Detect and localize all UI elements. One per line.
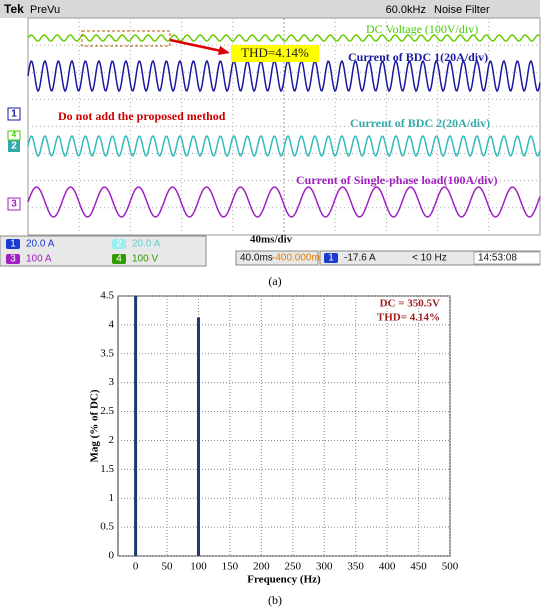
brand: Tek bbox=[4, 2, 24, 16]
y-tick-label: 1 bbox=[109, 492, 115, 504]
x-tick-label: 0 bbox=[133, 561, 139, 573]
ch-marker-label: 3 bbox=[11, 199, 17, 210]
ch-marker-label: 2 bbox=[11, 141, 17, 152]
ch-scale: 100 V bbox=[132, 254, 158, 265]
x-tick-label: 450 bbox=[410, 561, 427, 573]
channel-panel bbox=[0, 235, 207, 267]
horizontal: 40.0ms bbox=[240, 253, 273, 264]
clock-box bbox=[473, 251, 541, 265]
ch-scale: 20.0 A bbox=[132, 239, 161, 250]
plot-area bbox=[117, 295, 451, 557]
caption: (a) bbox=[268, 274, 281, 288]
bars bbox=[134, 296, 200, 556]
trigger-ch: 1 bbox=[328, 253, 334, 264]
x-tick-label: 50 bbox=[162, 561, 174, 573]
ch-badge-num: 1 bbox=[10, 239, 16, 250]
x-tick-label: 100 bbox=[190, 561, 207, 573]
x-tick-label: 350 bbox=[347, 561, 364, 573]
waveform bbox=[27, 134, 541, 158]
horizontal-panel bbox=[235, 250, 319, 266]
y-axis-label: Mag (% of DC) bbox=[89, 389, 101, 462]
thd-box bbox=[231, 45, 319, 62]
waveform bbox=[27, 34, 541, 42]
ch-marker bbox=[8, 140, 20, 152]
trigger-level: -17.6 A bbox=[344, 253, 376, 264]
ch-badge bbox=[6, 239, 20, 249]
bdc2-label: Current of BDC 2(20A/div) bbox=[350, 116, 490, 130]
ch-badge bbox=[112, 254, 126, 264]
trigger-freq: < 10 Hz bbox=[412, 253, 447, 264]
bdc1-label: Current of BDC 1(20A/div) bbox=[348, 50, 488, 64]
arrowhead bbox=[218, 46, 230, 55]
x-tick-label: 500 bbox=[442, 561, 459, 573]
filter: Noise Filter bbox=[434, 4, 490, 16]
ch-scale: 20.0 A bbox=[26, 239, 55, 250]
x-tick-label: 200 bbox=[253, 561, 270, 573]
annotation: DC = 350.5V bbox=[380, 298, 440, 310]
ch-marker bbox=[7, 197, 21, 211]
ch-badge-num: 4 bbox=[116, 254, 122, 265]
ch-marker bbox=[7, 107, 21, 121]
x-tick-label: 400 bbox=[379, 561, 396, 573]
y-tick-label: 3.5 bbox=[100, 347, 114, 359]
arrow bbox=[169, 38, 227, 54]
load-label: Current of Single-phase load(100A/div) bbox=[296, 173, 497, 187]
clock: 14:53:08 bbox=[478, 253, 517, 264]
bar bbox=[134, 296, 138, 556]
mode: PreVu bbox=[30, 4, 60, 16]
sample-rate: 60.0kHz bbox=[386, 4, 426, 16]
y-tick-label: 4.5 bbox=[100, 290, 114, 302]
waveform bbox=[27, 186, 541, 218]
y-tick-label: 0.5 bbox=[100, 521, 114, 533]
x-axis-label: Frequency (Hz) bbox=[247, 574, 321, 586]
scope-header bbox=[0, 0, 540, 18]
y-tick-label: 1.5 bbox=[100, 463, 114, 475]
ch-marker-label: 4 bbox=[12, 130, 17, 139]
x-tick-label: 250 bbox=[285, 561, 302, 573]
y-tick-label: 4 bbox=[109, 318, 115, 330]
ch-badge bbox=[324, 253, 338, 263]
waveform bbox=[27, 59, 541, 93]
bar bbox=[196, 317, 200, 556]
ch-marker-label: 1 bbox=[11, 109, 17, 120]
y-tick-label: 3 bbox=[109, 376, 115, 388]
thd-text: THD=4.14% bbox=[241, 45, 309, 60]
position: -400.000ms bbox=[272, 253, 325, 264]
waveforms bbox=[27, 34, 541, 218]
ch-marker bbox=[7, 130, 21, 141]
y-tick-label: 0 bbox=[109, 550, 115, 562]
ch-badge-num: 3 bbox=[10, 254, 16, 265]
x-tick-label: 150 bbox=[222, 561, 239, 573]
highlight-box bbox=[81, 30, 171, 47]
y-tick-label: 2 bbox=[109, 434, 115, 446]
ch-badge bbox=[112, 239, 126, 249]
ch-badge bbox=[6, 254, 20, 264]
caption: (b) bbox=[268, 593, 282, 607]
y-tick-label: 2.5 bbox=[100, 405, 114, 417]
x-tick-label: 300 bbox=[316, 561, 333, 573]
annotation: THD= 4.14% bbox=[377, 312, 440, 324]
dc-label: DC Voltage (100V/div) bbox=[366, 22, 478, 36]
timebase: 40ms/div bbox=[250, 234, 293, 246]
note: Do not add the proposed method bbox=[58, 109, 226, 123]
ch-badge-num: 2 bbox=[116, 239, 122, 250]
ch-scale: 100 A bbox=[26, 254, 52, 265]
